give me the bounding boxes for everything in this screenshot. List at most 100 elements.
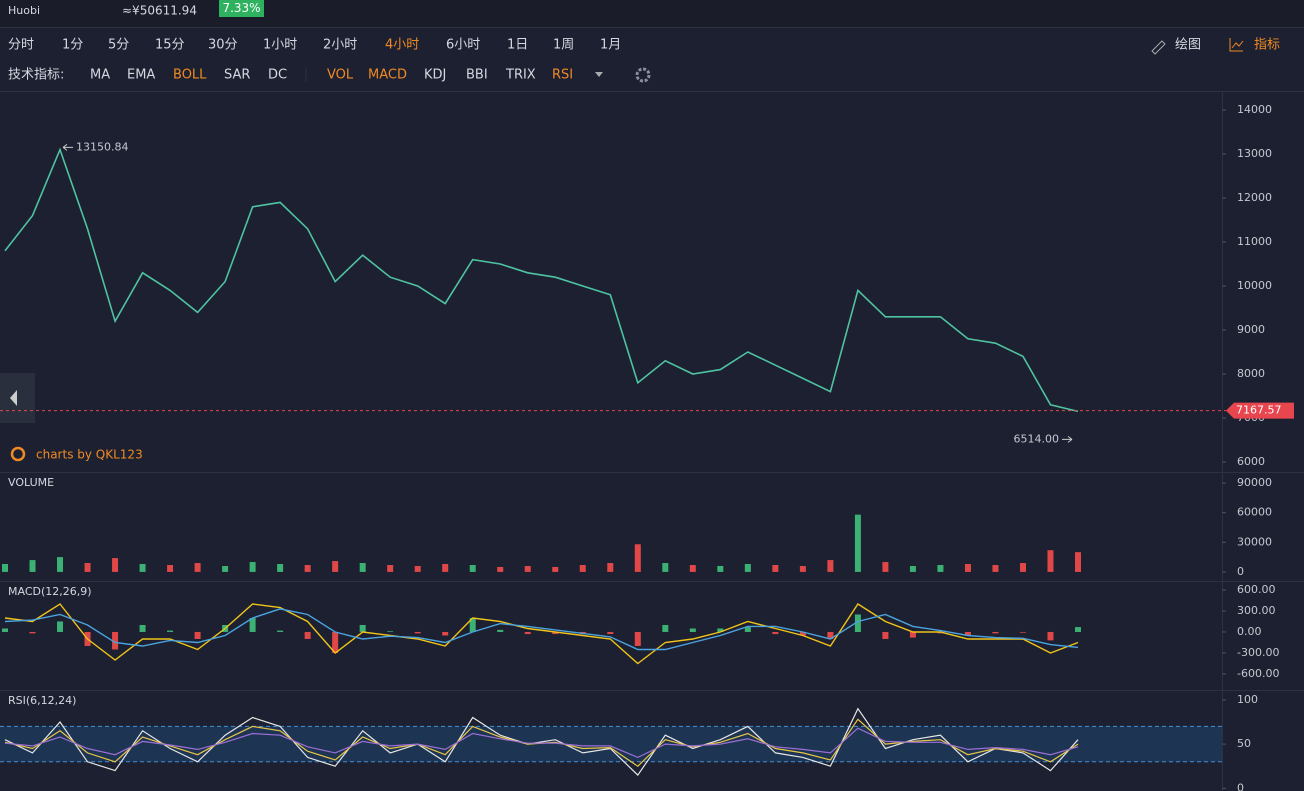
period-tab[interactable]: 30分 xyxy=(208,38,238,53)
sub-indicator[interactable]: MACD xyxy=(368,68,407,83)
sub-indicator[interactable]: VOL xyxy=(327,68,354,83)
rsi-band xyxy=(0,726,1222,762)
volume-bar xyxy=(1075,552,1081,572)
period-tab[interactable]: 1分 xyxy=(62,38,83,53)
volume-bar xyxy=(222,565,229,572)
macd-bar xyxy=(634,631,641,646)
macd-bar xyxy=(607,631,614,635)
macd-bar xyxy=(359,624,366,632)
volume-bar xyxy=(304,565,311,572)
main-indicator[interactable]: BOLL xyxy=(173,68,207,83)
y-tick-label: 9000 xyxy=(1237,323,1265,336)
indicator-label: 技术指标: xyxy=(8,68,64,83)
macd-bar xyxy=(552,631,559,635)
main-indicator[interactable]: DC xyxy=(268,68,287,83)
arrow-left xyxy=(10,390,17,406)
top-bar xyxy=(0,0,1304,27)
macd-bar xyxy=(1075,627,1081,632)
macd-bar xyxy=(139,624,146,632)
volume-bar xyxy=(854,514,861,572)
sub-indicator[interactable]: TRIX xyxy=(505,68,536,83)
volume-bar xyxy=(29,560,36,572)
macd-bar xyxy=(1019,631,1026,633)
price-cny: ≈¥50611.94 xyxy=(122,4,197,18)
indicators-button[interactable]: 指标 xyxy=(1254,38,1280,53)
settings[interactable] xyxy=(635,67,651,83)
period-tab[interactable]: 15分 xyxy=(155,38,185,53)
y-tick-label: 0 xyxy=(1237,781,1244,791)
sub-indicator[interactable]: KDJ xyxy=(424,68,446,83)
line xyxy=(4,147,1079,413)
macd-bar xyxy=(277,630,284,632)
logo xyxy=(10,446,26,462)
volume-bar xyxy=(497,566,504,572)
volume-bar xyxy=(139,564,146,572)
sub-indicator[interactable]: RSI xyxy=(552,68,573,83)
volume-bar xyxy=(1047,550,1054,572)
period-tab[interactable]: 1月 xyxy=(600,38,621,53)
y-tick-label: 90000 xyxy=(1237,476,1272,489)
y-tick-label: 100 xyxy=(1237,693,1258,706)
volume-bar xyxy=(1019,563,1026,572)
y-tick-label: 600.00 xyxy=(1237,583,1276,596)
macd-bar xyxy=(882,631,889,639)
volume-bar xyxy=(689,565,696,572)
y-tick-label: 50 xyxy=(1237,737,1251,750)
collapse-tab[interactable] xyxy=(0,373,35,423)
line xyxy=(4,603,1079,665)
macd-bar xyxy=(992,631,999,634)
volume-bar xyxy=(57,557,64,572)
macd-bar xyxy=(57,621,64,632)
volume-bar xyxy=(249,562,256,572)
macd-bar xyxy=(827,631,834,639)
period-tab[interactable]: 6小时 xyxy=(446,38,480,53)
volume-bar xyxy=(744,564,751,572)
y-tick-label: 60000 xyxy=(1237,506,1272,519)
volume-bar xyxy=(2,564,8,572)
volume-bar xyxy=(662,563,669,572)
macd-bar xyxy=(249,617,256,632)
y-tick-label: 0 xyxy=(1237,565,1244,578)
sub-indicator[interactable]: BBI xyxy=(466,68,488,83)
pane-title: RSI(6,12,24) xyxy=(8,694,76,707)
macd-bar xyxy=(662,624,669,632)
volume-bar xyxy=(909,565,916,572)
change: 7.33% xyxy=(222,1,260,15)
macd-bar xyxy=(1047,631,1054,641)
macd-bar xyxy=(332,631,339,653)
volume-bar xyxy=(964,564,971,572)
y-tick-label: 11000 xyxy=(1237,235,1272,248)
volume-bar xyxy=(607,563,614,572)
period-tab[interactable]: 分时 xyxy=(8,38,34,53)
period-tab[interactable]: 2小时 xyxy=(323,38,357,53)
volume-bar xyxy=(387,565,394,572)
macd-bar xyxy=(112,631,119,650)
period-tab[interactable]: 4小时 xyxy=(385,38,419,53)
main-indicator[interactable]: EMA xyxy=(127,68,155,83)
macd-bar xyxy=(414,631,421,634)
macd-bar xyxy=(387,631,394,632)
volume-bar xyxy=(442,564,449,572)
volume-bar xyxy=(277,564,284,572)
period-tab[interactable]: 1周 xyxy=(553,38,574,53)
low-arrow xyxy=(1062,435,1073,443)
watermark: charts by QKL123 xyxy=(36,448,143,462)
main-indicator[interactable]: MA xyxy=(90,68,110,83)
draw-icon xyxy=(1151,40,1166,55)
main-indicator[interactable]: SAR xyxy=(224,68,250,83)
macd-bar xyxy=(524,631,531,635)
period-tab[interactable]: 1日 xyxy=(507,38,528,53)
volume-bar xyxy=(634,544,641,572)
period-tab[interactable]: 5分 xyxy=(108,38,129,53)
draw-button[interactable]: 绘图 xyxy=(1175,38,1201,53)
low-label: 6514.00 xyxy=(1014,432,1060,445)
line xyxy=(4,608,1079,651)
volume-bar xyxy=(469,565,476,572)
volume-bar xyxy=(992,565,999,572)
period-tab[interactable]: 1小时 xyxy=(263,38,297,53)
y-tick-label: 13000 xyxy=(1237,147,1272,160)
dropdown[interactable] xyxy=(595,72,603,77)
y-tick-label: -600.00 xyxy=(1237,667,1279,680)
macd-bar xyxy=(497,629,504,632)
